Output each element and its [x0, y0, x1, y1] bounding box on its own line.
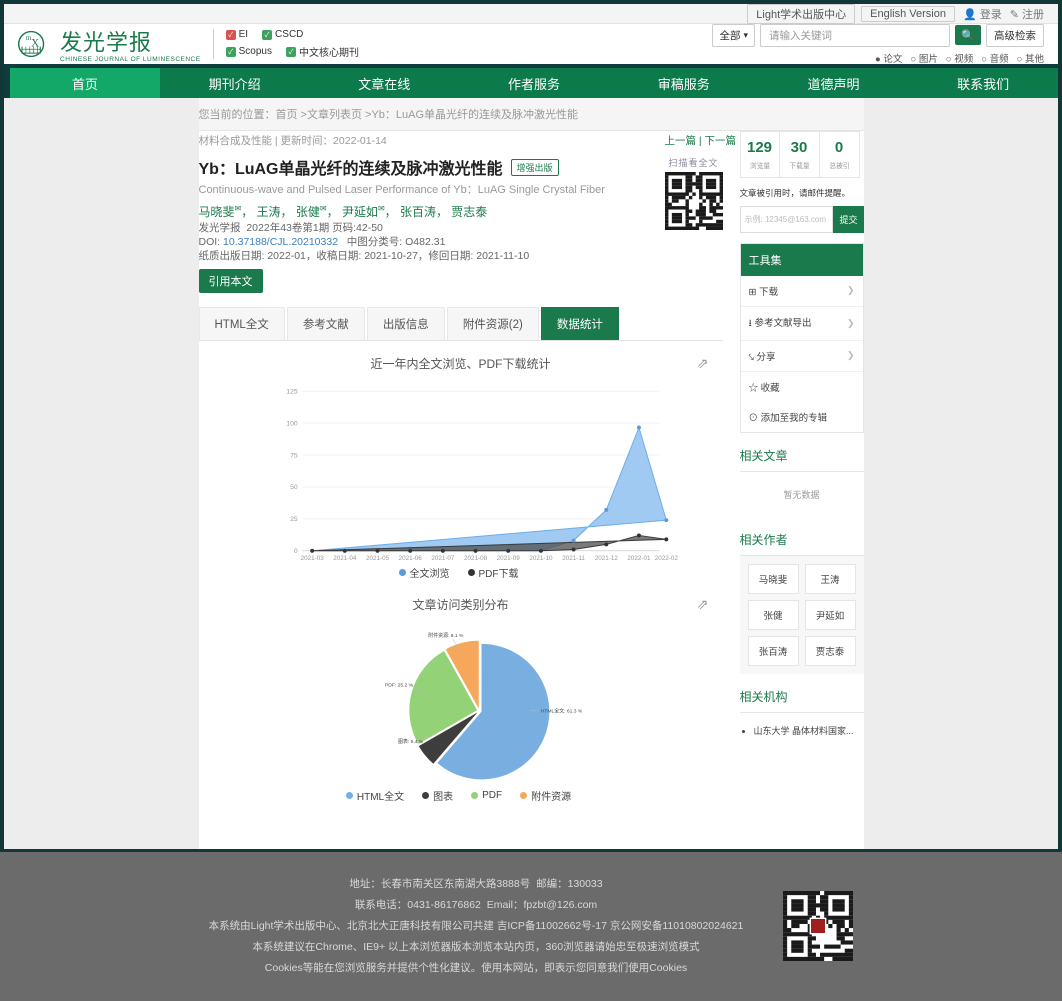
svg-text:2021-12: 2021-12 — [594, 554, 618, 561]
svg-text:25: 25 — [290, 516, 298, 523]
svg-text:2021-04: 2021-04 — [333, 554, 357, 561]
svg-text:2022-02: 2022-02 — [654, 554, 678, 561]
svg-text:100: 100 — [286, 420, 298, 427]
svg-text:75: 75 — [290, 452, 298, 459]
svg-text:2021-09: 2021-09 — [496, 554, 520, 561]
svg-text:2021-08: 2021-08 — [464, 554, 488, 561]
svg-text:2022-01: 2022-01 — [627, 554, 651, 561]
svg-text:2021-03: 2021-03 — [300, 554, 324, 561]
svg-text:50: 50 — [290, 484, 298, 491]
svg-text:2021-10: 2021-10 — [529, 554, 553, 561]
svg-text:附件资源: 8.1 %: 附件资源: 8.1 % — [428, 631, 464, 638]
svg-text:PDF: 25.2 %: PDF: 25.2 % — [385, 682, 414, 688]
svg-text:2021-06: 2021-06 — [398, 554, 422, 561]
svg-text:0: 0 — [293, 548, 297, 555]
svg-text:2021-05: 2021-05 — [365, 554, 389, 561]
svg-text:125: 125 — [286, 388, 298, 395]
svg-text:2021-07: 2021-07 — [431, 554, 455, 561]
svg-text:2021-11: 2021-11 — [562, 554, 585, 561]
